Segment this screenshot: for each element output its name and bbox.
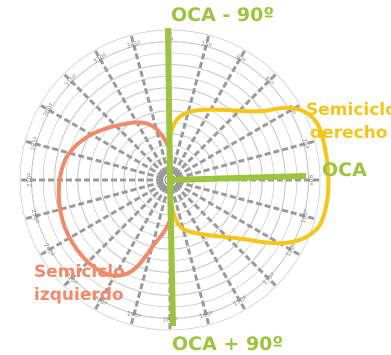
spoke-line xyxy=(172,49,247,174)
angle-label: 165º xyxy=(198,310,214,321)
spoke-line xyxy=(174,72,278,176)
spoke-line xyxy=(62,72,166,176)
oca-label: OCA xyxy=(322,159,367,181)
spoke-line xyxy=(62,184,166,288)
angle-label: 15º xyxy=(200,40,212,50)
left-semicircle-label-line1: Semiciclo xyxy=(34,262,125,282)
spoke-line xyxy=(24,139,163,180)
angle-label: 75º xyxy=(300,138,310,150)
angle-label: 30º xyxy=(234,53,247,64)
angle-label: 105º xyxy=(300,208,311,224)
spoke-line xyxy=(39,182,164,257)
oca-axis xyxy=(169,173,307,183)
angle-label: 255º xyxy=(30,208,41,224)
spoke-line xyxy=(39,103,164,178)
left-semicircle-curve xyxy=(56,120,172,278)
bottom-label: OCA + 90º xyxy=(172,333,283,355)
angle-label: 330º xyxy=(92,52,108,65)
spoke-line xyxy=(177,180,316,221)
oca-minus-90-axis xyxy=(165,27,173,181)
spoke-line xyxy=(174,184,278,288)
angle-label: 60º xyxy=(286,104,297,117)
spoke-line xyxy=(129,34,170,173)
angle-label: 345º xyxy=(126,39,142,50)
spoke-line xyxy=(170,34,211,173)
spoke-line xyxy=(24,180,163,221)
spoke-line xyxy=(93,49,168,174)
spoke-line xyxy=(176,103,301,178)
oca-plus-90-axis xyxy=(167,179,176,327)
top-label: OCA - 90º xyxy=(171,4,274,26)
spoke-line xyxy=(93,186,168,311)
angle-label: 270º xyxy=(27,173,34,187)
spoke-line xyxy=(129,187,170,326)
angle-label: 195º xyxy=(126,310,142,321)
spoke-line xyxy=(177,139,316,180)
right-semicircle-label-line1: Semiciclo xyxy=(306,100,391,120)
angle-label: 90º xyxy=(307,175,314,186)
angle-label: 285º xyxy=(30,136,41,152)
spoke-line xyxy=(170,187,211,326)
left-semicircle-label-line2: izquierdo xyxy=(34,285,124,305)
right-semicircle-curve xyxy=(168,105,331,246)
right-semicircle-label-line2: derecho xyxy=(310,123,387,143)
spoke-line xyxy=(172,186,247,311)
